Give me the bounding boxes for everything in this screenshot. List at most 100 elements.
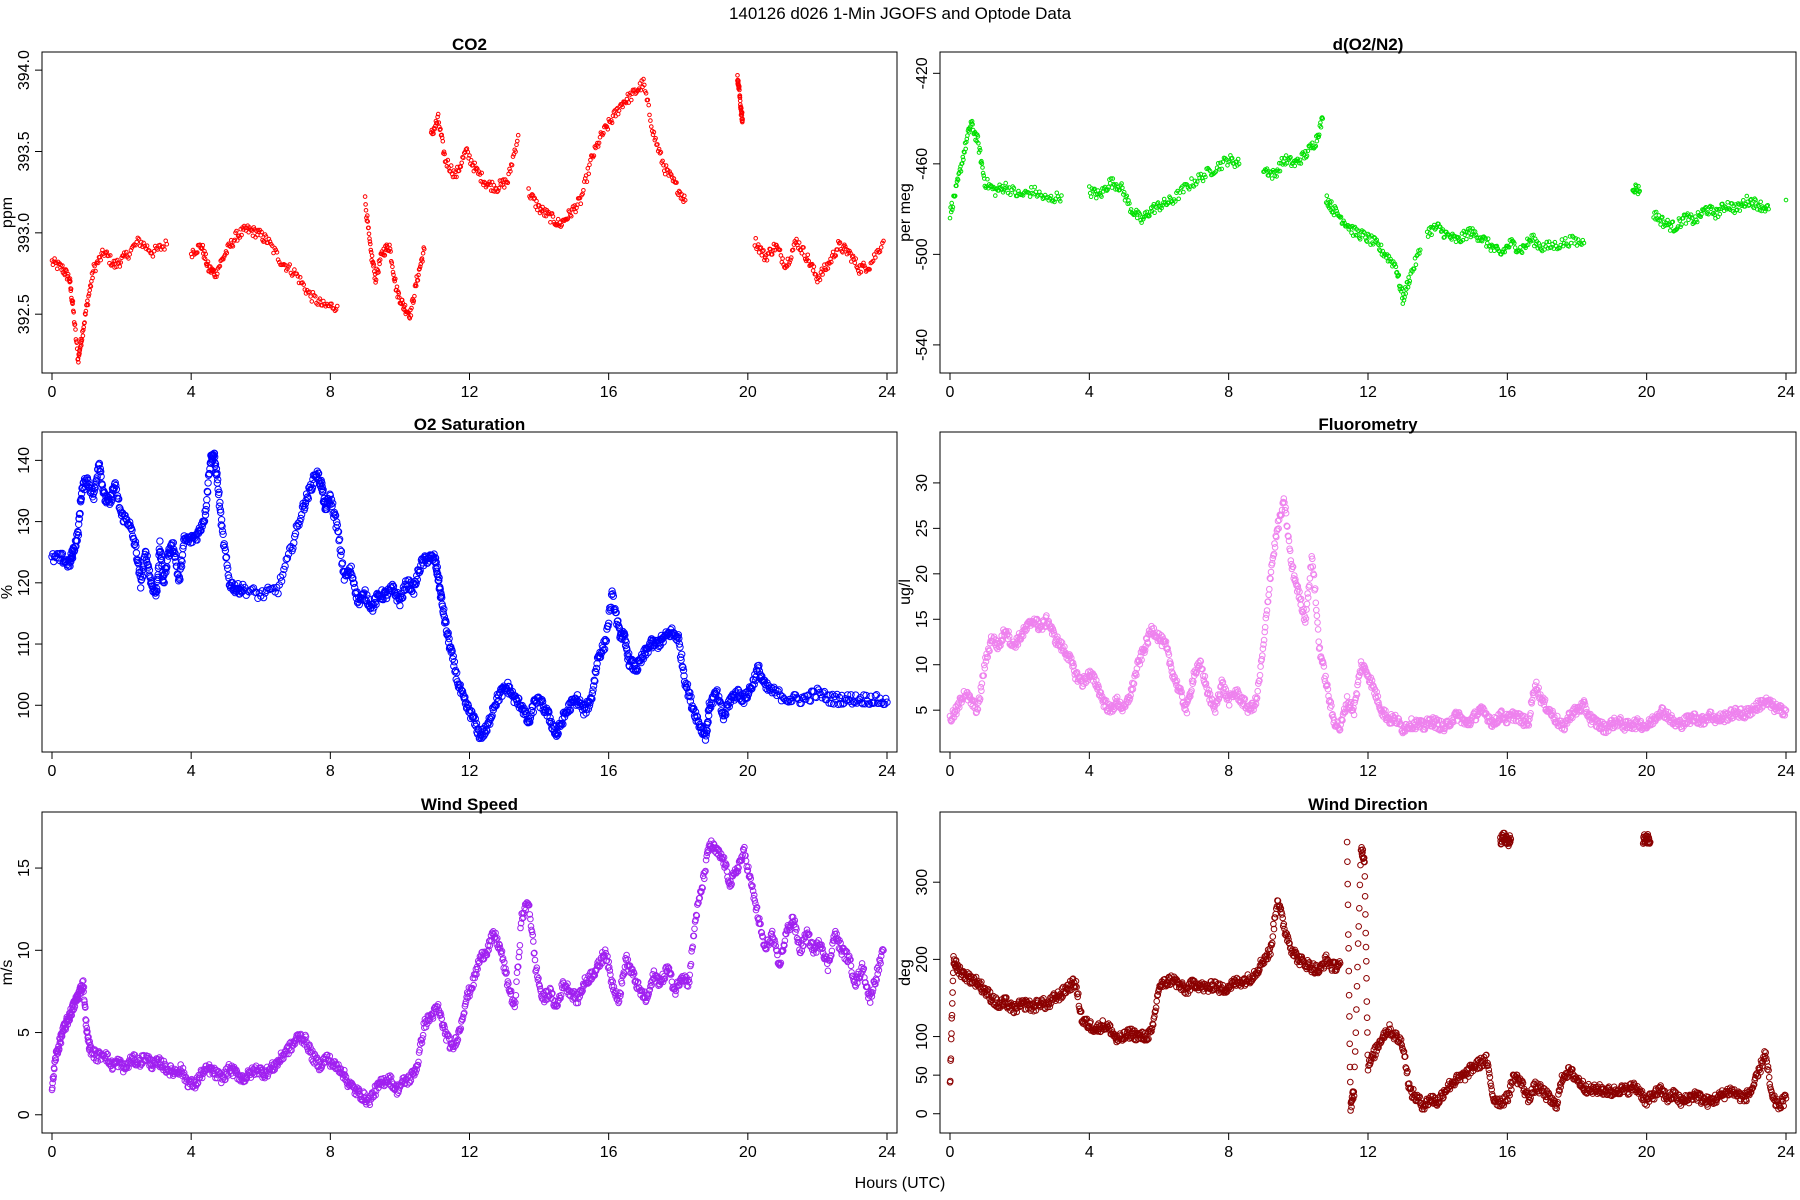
fluor-point <box>1312 599 1320 607</box>
fluor-point <box>1315 638 1322 646</box>
co2-point <box>50 262 56 268</box>
co2-point <box>496 185 502 191</box>
o2sat-point <box>216 498 224 507</box>
co2-point <box>393 276 398 282</box>
co2-point <box>624 96 630 102</box>
co2-point <box>646 102 652 108</box>
co2-point <box>150 254 156 259</box>
co2-point <box>564 217 570 222</box>
do2n2-point <box>1161 196 1167 202</box>
do2n2-point <box>960 154 966 160</box>
do2n2-point <box>1269 176 1275 181</box>
do2n2-point <box>1220 159 1226 165</box>
do2n2-point <box>1276 169 1281 174</box>
co2-point <box>420 259 425 264</box>
do2n2-point <box>1523 245 1528 251</box>
co2-xtick-label: 12 <box>461 384 479 401</box>
co2-point <box>60 263 65 268</box>
do2n2-point <box>1338 214 1344 220</box>
co2-xtick-label: 24 <box>878 384 896 401</box>
co2-point <box>569 213 574 219</box>
fluor-point <box>1313 606 1320 614</box>
co2-point <box>68 288 74 294</box>
fluor-point <box>1303 600 1311 608</box>
do2n2-point <box>1121 189 1127 195</box>
co2-point <box>848 250 853 256</box>
co2-point <box>642 82 647 88</box>
co2-point <box>833 253 839 258</box>
co2-point <box>118 260 123 265</box>
co2-point <box>482 179 487 185</box>
co2-point <box>215 271 220 277</box>
co2-point <box>870 258 876 264</box>
co2-point <box>301 282 307 287</box>
co2-ylabel: ppm <box>0 197 16 228</box>
do2n2-point <box>1287 155 1292 161</box>
do2n2-point <box>1298 161 1304 166</box>
co2-point <box>615 111 621 117</box>
do2n2-point <box>1193 181 1199 187</box>
do2n2-point <box>1783 197 1789 203</box>
fluor-point <box>1314 626 1322 633</box>
co2-point <box>135 235 141 241</box>
co2-point <box>85 302 91 308</box>
co2-point <box>653 136 658 141</box>
do2n2-point <box>979 161 985 166</box>
co2-point <box>412 293 417 299</box>
co2-point <box>604 124 610 130</box>
co2-point <box>408 313 414 318</box>
o2sat-ytick-label: 140 <box>16 447 33 474</box>
co2-point <box>144 243 150 248</box>
o2sat-point <box>203 496 211 504</box>
do2n2-ytick-label: -500 <box>914 238 931 270</box>
co2-point <box>388 249 393 254</box>
co2-point <box>655 142 660 147</box>
do2n2-point <box>1494 243 1500 249</box>
co2-point <box>852 260 858 266</box>
do2n2-ytick-label: -420 <box>914 57 931 89</box>
co2-point <box>365 213 370 218</box>
do2n2-point <box>1393 264 1399 270</box>
o2sat-point <box>137 584 145 592</box>
do2n2-point <box>1120 185 1125 191</box>
do2n2-xtick-label: 4 <box>1085 384 1094 401</box>
do2n2-point <box>1411 266 1417 272</box>
co2-point <box>501 177 506 182</box>
wspd-ytick-label: 10 <box>16 941 33 959</box>
co2-ytick-label: 392.5 <box>16 294 33 334</box>
co2-point <box>302 287 308 292</box>
wspd-xtick-label: 16 <box>600 1144 618 1161</box>
do2n2-point <box>1316 134 1321 140</box>
co2-point <box>436 120 442 125</box>
o2sat-xtick-label: 0 <box>48 763 57 780</box>
co2-point <box>199 245 205 251</box>
do2n2-point <box>1139 220 1144 225</box>
do2n2-point <box>1127 201 1132 206</box>
wspd-plot-frame <box>41 811 898 1134</box>
co2-point <box>822 262 827 268</box>
co2-point <box>259 229 264 235</box>
co2-point <box>417 266 422 272</box>
do2n2-point <box>963 146 969 152</box>
o2sat-point <box>132 549 141 557</box>
co2-point <box>334 303 340 309</box>
co2-point <box>136 236 142 242</box>
do2n2-xtick-label: 16 <box>1498 384 1516 401</box>
co2-point <box>536 203 542 208</box>
co2-point <box>514 142 519 147</box>
do2n2-point <box>1563 236 1568 241</box>
co2-point <box>531 196 537 202</box>
do2n2-points <box>947 115 1789 306</box>
co2-point <box>401 306 406 312</box>
co2-point <box>203 251 208 257</box>
co2-point <box>740 118 745 123</box>
co2-point <box>416 272 421 278</box>
do2n2-point <box>1048 193 1054 199</box>
co2-point <box>674 180 679 185</box>
do2n2-point <box>1377 248 1383 253</box>
co2-point <box>104 249 110 255</box>
co2-point <box>495 188 501 193</box>
co2-point <box>373 277 379 283</box>
co2-point <box>554 222 559 228</box>
co2-point <box>440 138 446 144</box>
